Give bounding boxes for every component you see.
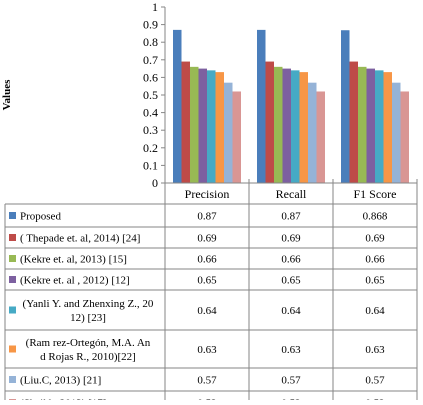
legend-swatch <box>9 376 16 383</box>
bar <box>299 72 308 183</box>
data-table-value: 0.69 <box>197 233 217 245</box>
legend-swatch <box>9 212 16 219</box>
x-category-label: Precision <box>185 187 230 201</box>
legend-label: ( Thepade et. al, 2014) [24] <box>20 233 140 245</box>
data-table-value: 0.64 <box>197 305 217 317</box>
bar <box>190 66 199 183</box>
x-category-label: Recall <box>276 187 307 201</box>
bar <box>308 82 317 183</box>
bar <box>224 82 233 183</box>
data-table-value: 0.64 <box>365 305 385 317</box>
data-table-value: 0.66 <box>197 254 217 266</box>
legend-swatch <box>9 276 16 283</box>
y-tick-label: 0.2 <box>143 141 158 155</box>
data-table-value: 0.63 <box>281 344 301 356</box>
bar <box>282 68 291 183</box>
data-table-value: 0.87 <box>281 211 301 223</box>
bar <box>257 29 266 183</box>
legend-swatch <box>9 234 16 241</box>
legend-label: (Kekre et. al, 2013) [15] <box>20 254 127 266</box>
y-tick-label: 0.8 <box>143 35 158 49</box>
bar <box>392 82 401 183</box>
data-table-value: 0.63 <box>197 344 217 356</box>
data-table-value: 0.65 <box>365 275 385 287</box>
bar <box>181 61 190 184</box>
x-category-label: F1 Score <box>354 187 397 201</box>
legend-label: (Yanli Y. and Zhenxing Z., 20 <box>23 298 154 310</box>
data-table-value: 0.868 <box>363 211 388 223</box>
data-table-value: 0.69 <box>281 233 301 245</box>
bar <box>341 30 350 184</box>
y-tick-label: 0.1 <box>143 158 158 172</box>
data-table-value: 0.63 <box>365 344 385 356</box>
data-table-value: 0.69 <box>365 233 385 245</box>
data-table-value: 0.57 <box>197 375 217 387</box>
bar <box>375 70 384 183</box>
y-tick-label: 0.5 <box>143 88 158 102</box>
data-table-value: 0.57 <box>365 375 385 387</box>
bar <box>291 70 300 183</box>
legend-label: (Kekre et. al , 2012) [12] <box>20 275 130 287</box>
legend-swatch <box>9 306 16 314</box>
data-table-value: 0.66 <box>365 254 385 266</box>
bar <box>366 68 375 183</box>
y-tick-label: 0.3 <box>143 123 158 137</box>
y-tick-label: 0.9 <box>143 18 158 32</box>
y-tick-label: 0.4 <box>143 106 158 120</box>
bar <box>274 66 283 183</box>
legend-label: (Liu.C, 2013) [21] <box>20 375 101 387</box>
legend-label: d Rojas R., 2010)[22] <box>40 351 136 363</box>
bar <box>383 72 392 183</box>
legend-swatch <box>9 345 16 353</box>
bar <box>198 68 207 183</box>
y-tick-label: 0.6 <box>143 70 158 84</box>
bar <box>349 61 358 184</box>
bar <box>215 72 224 183</box>
data-table-value: 0.66 <box>281 254 301 266</box>
data-table-value: 0.65 <box>281 275 301 287</box>
bar <box>400 91 409 183</box>
data-table-value: 0.65 <box>197 275 217 287</box>
bar <box>316 91 325 183</box>
bar <box>232 91 241 183</box>
data-table-value: 0.64 <box>281 305 301 317</box>
y-axis-label: Values <box>1 79 13 110</box>
y-tick-label: 0.7 <box>143 53 158 67</box>
bar <box>207 70 216 183</box>
legend-label: 12) [23] <box>70 312 106 324</box>
bar <box>173 29 182 183</box>
y-tick-label: 0 <box>152 176 158 190</box>
data-table-value: 0.57 <box>281 375 301 387</box>
y-tick-label: 1 <box>152 0 158 14</box>
legend-label: Proposed <box>20 211 61 223</box>
bar <box>358 66 367 183</box>
legend-swatch <box>9 255 16 262</box>
bar <box>265 61 274 184</box>
legend-label: (Ram rez-Ortegón, M.A. An <box>26 337 151 349</box>
data-table-value: 0.87 <box>197 211 217 223</box>
